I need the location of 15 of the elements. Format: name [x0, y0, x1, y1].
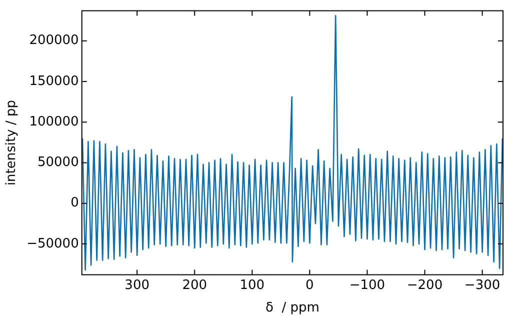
y-axis-title: intensity / pp: [4, 100, 20, 186]
x-axis-title: δ / ppm: [265, 300, 320, 316]
x-tick-label: −100: [349, 278, 386, 293]
x-tick-label: −300: [464, 278, 500, 293]
y-tick-label: −50000: [26, 236, 79, 252]
y-tick-label: 100000: [29, 114, 79, 130]
x-tick-label: 300: [124, 278, 150, 293]
x-tick-label: 100: [240, 278, 265, 293]
y-tick-label: 150000: [29, 74, 79, 89]
y-tick-label: 0: [70, 196, 79, 211]
x-tick-label: 200: [182, 278, 208, 293]
y-tick-label: 200000: [29, 33, 79, 48]
x-tick-label: 0: [306, 278, 314, 293]
x-tick-label: −200: [406, 278, 443, 293]
y-tick-label: 50000: [37, 155, 79, 170]
